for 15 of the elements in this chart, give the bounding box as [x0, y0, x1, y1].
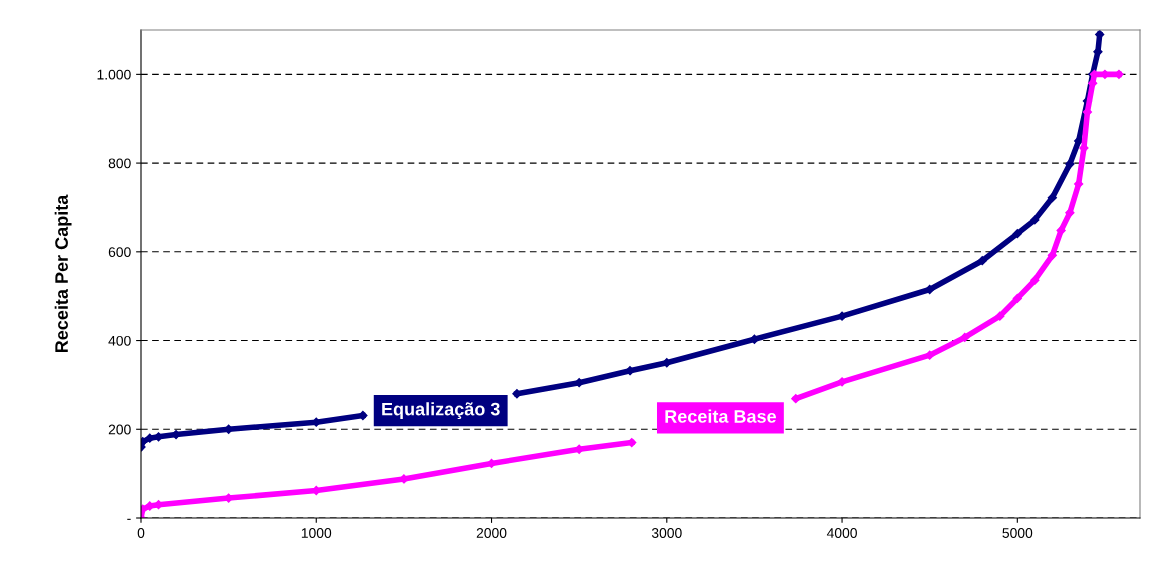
x-tick-label: 2000: [476, 528, 507, 538]
x-tick-label: 5000: [1002, 528, 1033, 538]
y-tick-label: 200: [108, 424, 131, 435]
y-tick-label: 1.000: [97, 69, 131, 80]
series-label: Receita Base: [665, 409, 777, 423]
series-label: Equalização 3: [382, 402, 500, 420]
y-tick-label: -: [127, 518, 131, 520]
x-tick-label: 1000: [301, 528, 332, 538]
y-tick-label: 400: [108, 335, 131, 346]
y-axis-title: Receita Per Capita: [54, 194, 72, 353]
x-tick-label: 4000: [826, 528, 857, 538]
y-tick-label: 600: [108, 247, 131, 257]
y-tick-label: 800: [108, 158, 131, 169]
x-tick-label: 3000: [651, 528, 682, 538]
x-tick-label: 0: [137, 528, 145, 538]
